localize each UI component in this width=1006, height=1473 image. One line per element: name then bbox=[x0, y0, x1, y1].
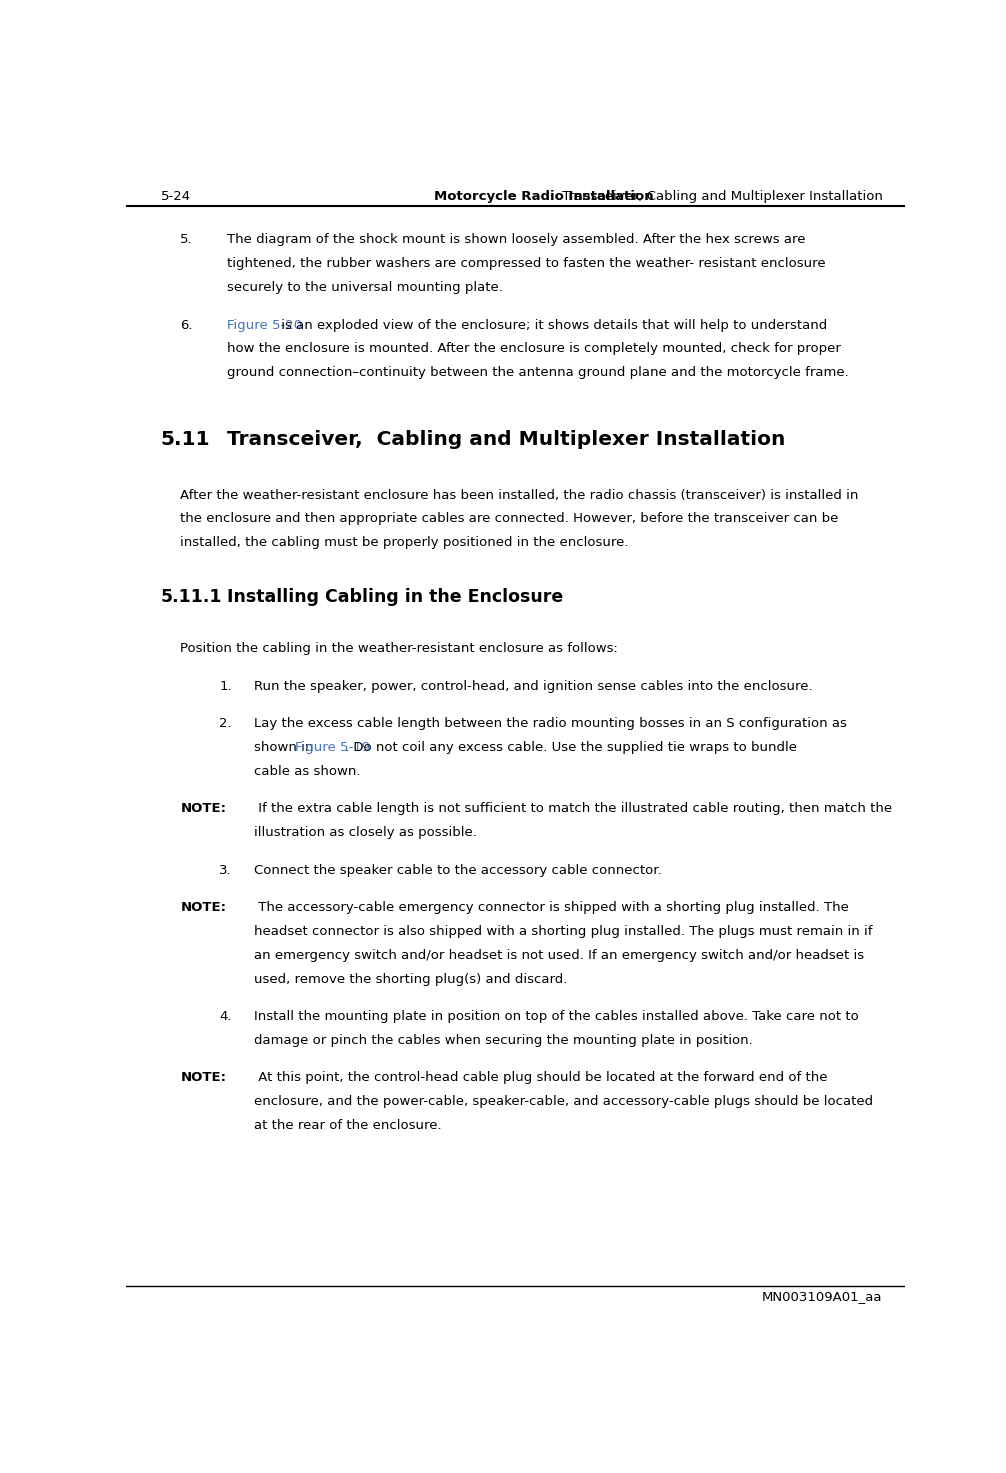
Text: 5.11: 5.11 bbox=[161, 430, 210, 449]
Text: how the enclosure is mounted. After the enclosure is completely mounted, check f: how the enclosure is mounted. After the … bbox=[227, 342, 841, 355]
Text: damage or pinch the cables when securing the mounting plate in position.: damage or pinch the cables when securing… bbox=[255, 1034, 753, 1047]
Text: After the weather-resistant enclosure has been installed, the radio chassis (tra: After the weather-resistant enclosure ha… bbox=[180, 489, 859, 501]
Text: 5.: 5. bbox=[180, 234, 193, 246]
Text: illustration as closely as possible.: illustration as closely as possible. bbox=[255, 826, 477, 840]
Text: shown in: shown in bbox=[255, 741, 318, 754]
Text: NOTE:: NOTE: bbox=[180, 1071, 226, 1084]
Text: installed, the cabling must be properly positioned in the enclosure.: installed, the cabling must be properly … bbox=[180, 536, 629, 549]
Text: 2.: 2. bbox=[219, 717, 232, 731]
Text: At this point, the control-head cable plug should be located at the forward end : At this point, the control-head cable pl… bbox=[255, 1071, 828, 1084]
Text: is an exploded view of the enclosure; it shows details that will help to underst: is an exploded view of the enclosure; it… bbox=[277, 318, 827, 331]
Text: Motorcycle Radio Installation: Motorcycle Radio Installation bbox=[434, 190, 653, 203]
Text: securely to the universal mounting plate.: securely to the universal mounting plate… bbox=[227, 281, 503, 295]
Text: Run the speaker, power, control-head, and ignition sense cables into the enclosu: Run the speaker, power, control-head, an… bbox=[255, 681, 813, 692]
Text: MN003109A01_aa: MN003109A01_aa bbox=[762, 1290, 882, 1302]
Text: 6.: 6. bbox=[180, 318, 193, 331]
Text: If the extra cable length is not sufficient to match the illustrated cable routi: If the extra cable length is not suffici… bbox=[255, 803, 892, 816]
Text: Position the cabling in the weather-resistant enclosure as follows:: Position the cabling in the weather-resi… bbox=[180, 642, 619, 655]
Text: at the rear of the enclosure.: at the rear of the enclosure. bbox=[255, 1119, 442, 1131]
Text: Transceiver, Cabling and Multiplexer Installation: Transceiver, Cabling and Multiplexer Ins… bbox=[558, 190, 883, 203]
Text: used, remove the shorting plug(s) and discard.: used, remove the shorting plug(s) and di… bbox=[255, 972, 567, 985]
Text: Install the mounting plate in position on top of the cables installed above. Tak: Install the mounting plate in position o… bbox=[255, 1010, 859, 1022]
Text: 3.: 3. bbox=[219, 863, 232, 876]
Text: 5.11.1: 5.11.1 bbox=[161, 588, 222, 607]
Text: The diagram of the shock mount is shown loosely assembled. After the hex screws : The diagram of the shock mount is shown … bbox=[227, 234, 806, 246]
Text: The accessory-cable emergency connector is shipped with a shorting plug installe: The accessory-cable emergency connector … bbox=[255, 901, 849, 915]
Text: Figure 5-20: Figure 5-20 bbox=[227, 318, 302, 331]
Text: Connect the speaker cable to the accessory cable connector.: Connect the speaker cable to the accesso… bbox=[255, 863, 662, 876]
Text: cable as shown.: cable as shown. bbox=[255, 764, 361, 778]
Text: 5-24: 5-24 bbox=[161, 190, 191, 203]
Text: Installing Cabling in the Enclosure: Installing Cabling in the Enclosure bbox=[227, 588, 563, 607]
Text: enclosure, and the power-cable, speaker-cable, and accessory-cable plugs should : enclosure, and the power-cable, speaker-… bbox=[255, 1094, 873, 1108]
Text: tightened, the rubber washers are compressed to fasten the weather- resistant en: tightened, the rubber washers are compre… bbox=[227, 258, 826, 270]
Text: 4.: 4. bbox=[219, 1010, 231, 1022]
Text: 1.: 1. bbox=[219, 681, 232, 692]
Text: ground connection–continuity between the antenna ground plane and the motorcycle: ground connection–continuity between the… bbox=[227, 367, 849, 379]
Text: an emergency switch and/or headset is not used. If an emergency switch and/or he: an emergency switch and/or headset is no… bbox=[255, 949, 864, 962]
Text: NOTE:: NOTE: bbox=[180, 901, 226, 915]
Text: headset connector is also shipped with a shorting plug installed. The plugs must: headset connector is also shipped with a… bbox=[255, 925, 873, 938]
Text: NOTE:: NOTE: bbox=[180, 803, 226, 816]
Text: the enclosure and then appropriate cables are connected. However, before the tra: the enclosure and then appropriate cable… bbox=[180, 513, 839, 526]
Text: Transceiver,  Cabling and Multiplexer Installation: Transceiver, Cabling and Multiplexer Ins… bbox=[227, 430, 786, 449]
Text: . Do not coil any excess cable. Use the supplied tie wraps to bundle: . Do not coil any excess cable. Use the … bbox=[345, 741, 797, 754]
Text: Figure 5-19: Figure 5-19 bbox=[295, 741, 370, 754]
Text: Lay the excess cable length between the radio mounting bosses in an S configurat: Lay the excess cable length between the … bbox=[255, 717, 847, 731]
